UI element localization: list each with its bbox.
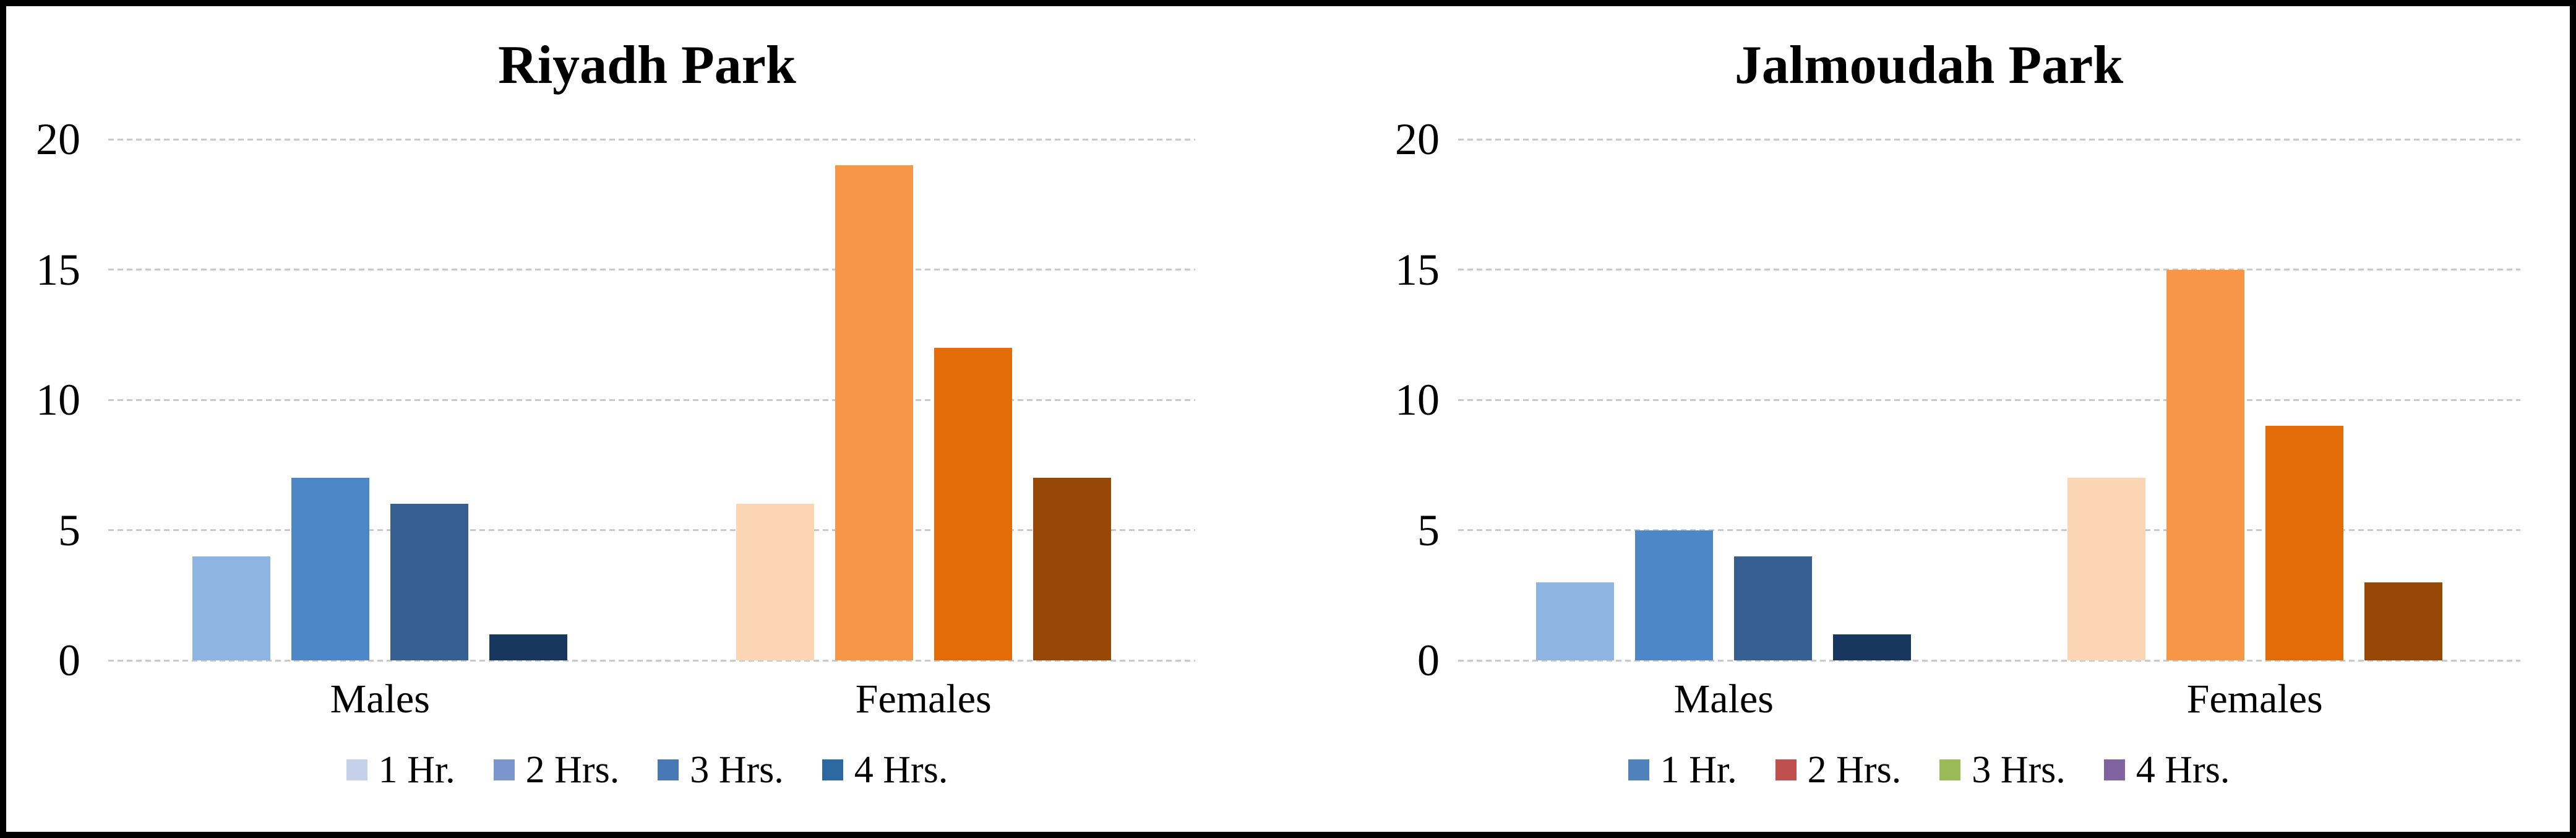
bar-males-4-hrs	[1833, 634, 1912, 660]
y-axis-jalmoudah-park: 0 5 10 15 20	[1288, 117, 1440, 683]
category-label-males: Males	[330, 676, 430, 722]
legend-label-4-hrs: 4 Hrs.	[2136, 749, 2230, 791]
legend-label-3-hrs: 3 Hrs.	[690, 749, 784, 791]
y-tick-label-5: 5	[1417, 505, 1440, 555]
legend-swatch-3-hrs	[1939, 759, 1961, 780]
bar-males-1-hr	[192, 556, 271, 660]
legend-riyadh-park: 1 Hr. 2 Hrs. 3 Hrs. 4 Hrs.	[6, 735, 1288, 805]
legend-swatch-2-hrs	[1775, 759, 1797, 780]
gridline-10	[108, 399, 1195, 401]
legend-item-2-hrs: 2 Hrs.	[1775, 749, 1902, 791]
legend-item-3-hrs: 3 Hrs.	[658, 751, 784, 789]
gridline-0	[1458, 659, 2520, 662]
gridline-15	[108, 269, 1195, 270]
legend-item-1-hr: 1 Hr.	[1628, 751, 1737, 789]
legend-item-4-hrs: 4 Hrs.	[822, 751, 948, 789]
bars-females	[736, 139, 1111, 660]
x-axis-jalmoudah-park: Males Females	[1458, 672, 2520, 727]
bar-group-males	[1458, 139, 1990, 660]
y-tick-label-0: 0	[1417, 636, 1440, 685]
bar-females-1-hr	[2067, 478, 2145, 660]
bars-females	[2067, 139, 2442, 660]
legend-label-3-hrs: 3 Hrs.	[1972, 749, 2066, 791]
plot-area-riyadh-park	[108, 138, 1196, 662]
bar-males-1-hr	[1536, 582, 1615, 660]
bar-females-3-hrs	[2265, 426, 2343, 660]
chart-jalmoudah-park: Jalmoudah Park 0 5 10 15 20 Males Females 1 H…	[1288, 6, 2570, 832]
legend-swatch-3-hrs	[658, 759, 679, 780]
gridline-5	[1458, 529, 2520, 531]
legend-swatch-2-hrs	[493, 759, 515, 780]
gridline-15	[1458, 269, 2520, 270]
y-tick-label-0: 0	[58, 636, 80, 685]
legend-label-2-hrs: 2 Hrs.	[525, 749, 620, 791]
y-tick-label-10: 10	[36, 375, 80, 425]
x-axis-riyadh-park: Males Females	[108, 672, 1195, 727]
legend-swatch-1-hr	[1628, 759, 1649, 780]
y-axis-riyadh-park: 0 5 10 15 20	[6, 117, 80, 683]
chart-riyadh-park: Riyadh Park 0 5 10 15 20 Males Females 1 Hr. 2…	[6, 6, 1288, 832]
chart-title-jalmoudah-park: Jalmoudah Park	[1734, 35, 2124, 95]
legend-label-4-hrs: 4 Hrs.	[854, 749, 948, 791]
bars-males	[192, 139, 568, 660]
plot-area-jalmoudah-park	[1458, 138, 2521, 662]
y-tick-label-15: 15	[1395, 244, 1440, 295]
bar-females-2-hrs	[835, 165, 913, 660]
bar-males-2-hrs	[291, 478, 370, 660]
bar-group-females	[1990, 139, 2521, 660]
bar-females-4-hrs	[1033, 478, 1111, 660]
category-label-males: Males	[1673, 676, 1774, 722]
y-tick-label-5: 5	[58, 505, 80, 555]
bar-females-2-hrs	[2166, 269, 2244, 660]
category-label-females: Females	[2186, 676, 2323, 722]
legend-label-1-hr: 1 Hr.	[378, 749, 455, 791]
y-tick-label-10: 10	[1395, 375, 1440, 425]
gridline-10	[1458, 399, 2520, 401]
legend-item-4-hrs: 4 Hrs.	[2103, 749, 2230, 791]
legend-label-1-hr: 1 Hr.	[1660, 749, 1737, 791]
bar-group-males	[108, 139, 652, 660]
y-tick-label-20: 20	[36, 114, 80, 164]
bar-females-4-hrs	[2364, 582, 2442, 660]
bar-females-3-hrs	[934, 347, 1012, 660]
legend-swatch-4-hrs	[822, 759, 843, 780]
bar-males-3-hrs	[1734, 556, 1813, 660]
bar-males-3-hrs	[390, 504, 469, 660]
bar-females-1-hr	[736, 504, 814, 660]
chart-title-riyadh-park: Riyadh Park	[498, 35, 796, 95]
y-tick-label-20: 20	[1395, 114, 1440, 164]
legend-swatch-1-hr	[346, 759, 367, 780]
y-tick-label-15: 15	[36, 244, 80, 295]
bar-males-4-hrs	[489, 634, 568, 660]
gridline-20	[108, 138, 1195, 140]
gridline-0	[108, 659, 1195, 662]
gridline-20	[1458, 138, 2520, 140]
legend-item-1-hr: 1 Hr.	[346, 751, 455, 789]
legend-item-3-hrs: 3 Hrs.	[1939, 751, 2066, 789]
category-label-females: Females	[855, 676, 992, 722]
legend-label-2-hrs: 2 Hrs.	[1807, 749, 1902, 791]
bar-group-females	[652, 139, 1196, 660]
legend-swatch-4-hrs	[2103, 759, 2125, 780]
bars-males	[1536, 139, 1912, 660]
legend-jalmoudah-park: 1 Hr. 2 Hrs. 3 Hrs. 4 Hrs.	[1288, 735, 2570, 805]
bar-males-2-hrs	[1635, 530, 1714, 660]
legend-item-2-hrs: 2 Hrs.	[493, 749, 620, 791]
gridline-5	[108, 529, 1195, 531]
